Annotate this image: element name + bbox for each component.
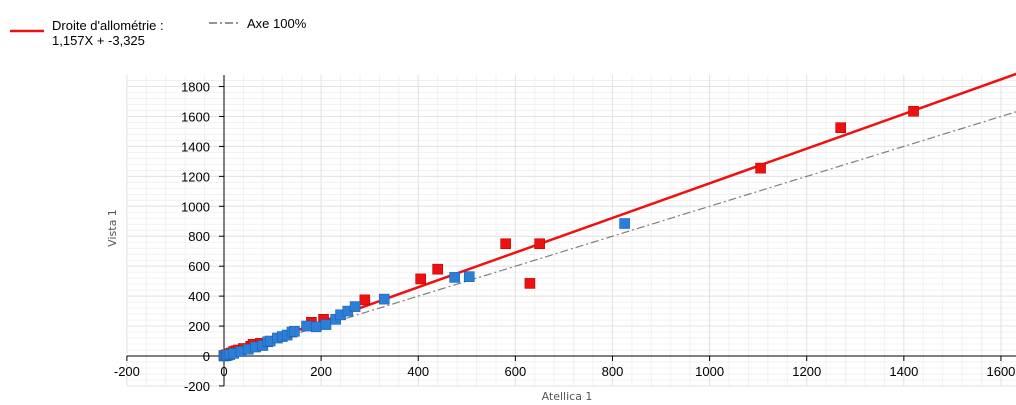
data-point [289, 325, 300, 337]
identity-line [223, 111, 1016, 357]
x-tick-label: 800 [602, 364, 624, 379]
y-axis-title: Vista 1 [106, 209, 119, 247]
y-tick-label: 1800 [181, 80, 210, 95]
legend-fit-label-line1: Droite d'allométrie : [52, 18, 164, 33]
x-tick-label: 1400 [889, 364, 918, 379]
data-point [320, 319, 332, 330]
y-tick-label: 200 [188, 319, 210, 334]
x-axis-title: Atellica 1 [542, 390, 593, 403]
data-point [835, 122, 847, 134]
x-tick-label: 200 [310, 364, 332, 379]
chart-legend: Droite d'allométrie : 1,157X + -3,325 Ax… [10, 16, 307, 48]
data-point [755, 162, 766, 174]
y-tick-label: 1600 [181, 109, 210, 124]
data-point [524, 278, 536, 289]
data-point [463, 271, 475, 282]
data-point [534, 238, 545, 250]
x-tick-label: 1000 [695, 364, 724, 379]
data-point [500, 238, 511, 250]
tick-labels: -200 0 200 400 600 800 1000 1200 1400 1600 -200 0 20… [114, 80, 1016, 394]
axes [126, 75, 1016, 387]
data-point [449, 272, 460, 283]
data-points [218, 105, 919, 362]
y-tick-label: 0 [203, 349, 210, 364]
x-tick-label: 0 [220, 364, 227, 379]
legend-fit-label-line2: 1,157X + -3,325 [52, 33, 145, 48]
data-point [432, 263, 443, 275]
data-point [301, 320, 312, 332]
x-tick-label: -200 [114, 364, 140, 379]
data-point [359, 294, 371, 306]
data-point [378, 293, 390, 305]
data-point [415, 273, 426, 285]
x-tick-label: 600 [505, 364, 527, 379]
y-tick-label: 1000 [181, 199, 210, 214]
x-tick-label: 1600 [986, 364, 1015, 379]
y-tick-label: 1400 [181, 139, 210, 154]
x-tick-label: 1200 [792, 364, 821, 379]
y-tick-label: 600 [188, 259, 210, 274]
y-tick-label: 800 [188, 229, 210, 244]
y-tick-label: 400 [188, 289, 210, 304]
data-point [908, 105, 919, 117]
data-point [349, 301, 361, 312]
data-point [310, 321, 322, 333]
legend-identity-label: Axe 100% [247, 16, 307, 31]
data-point [619, 218, 630, 229]
x-tick-label: 400 [407, 364, 429, 379]
y-tick-label: 1200 [181, 169, 210, 184]
y-tick-label: -200 [184, 379, 210, 394]
